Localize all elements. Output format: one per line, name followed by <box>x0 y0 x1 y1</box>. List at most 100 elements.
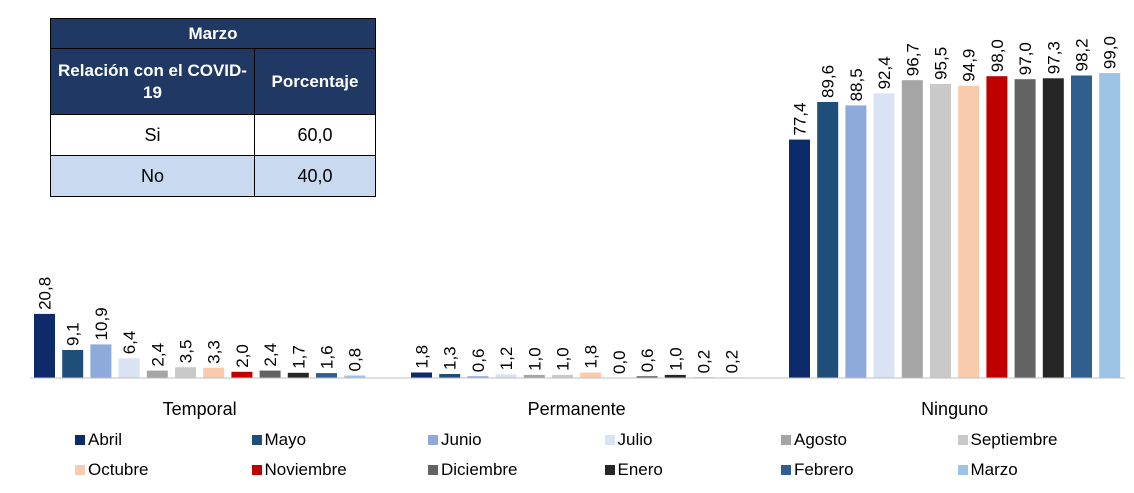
table-cell-value: 60,0 <box>254 114 376 156</box>
legend-item-diciembre: Diciembre <box>428 460 518 480</box>
legend-swatch <box>428 435 438 445</box>
table-col2-header: Porcentaje <box>254 48 376 115</box>
legend-label: Febrero <box>794 460 854 479</box>
bar-agosto-permanente <box>523 374 545 378</box>
bar-noviembre-temporal <box>231 371 253 378</box>
legend-label: Enero <box>617 460 663 479</box>
data-label: 0,2 <box>723 350 742 374</box>
bar-abril-permanente <box>411 372 432 378</box>
bar-enero-ninguno <box>1042 78 1064 379</box>
legend-swatch <box>604 435 615 445</box>
bar-mayo-permanente <box>439 374 461 378</box>
data-label: 97,3 <box>1044 41 1063 74</box>
legend-swatch <box>604 465 615 475</box>
data-label: 1,0 <box>554 347 573 371</box>
data-label: 95,5 <box>932 47 951 80</box>
data-label: 1,0 <box>525 347 544 371</box>
legend-label: Abril <box>88 430 123 449</box>
data-label: 0,8 <box>346 348 365 372</box>
legend-swatch <box>781 435 791 445</box>
data-label: 2,4 <box>261 343 280 367</box>
data-label: 98,0 <box>988 39 1007 72</box>
table-cell-value: 40,0 <box>254 155 376 197</box>
data-label: 96,7 <box>903 43 922 76</box>
bar-octubre-permanente <box>580 372 602 378</box>
legend-label: Marzo <box>970 460 1018 479</box>
data-label: 0,0 <box>610 350 629 374</box>
data-label: 97,0 <box>1016 42 1035 75</box>
data-label: 3,5 <box>177 340 196 364</box>
table-cell-label: Si <box>50 114 255 156</box>
legend-swatch <box>428 465 438 475</box>
data-label: 9,1 <box>64 322 83 346</box>
legend-swatch <box>781 465 791 475</box>
legend-label: Noviembre <box>264 460 347 479</box>
bar-diciembre-ninguno <box>1014 79 1036 378</box>
data-label: 89,6 <box>819 65 838 98</box>
category-label-temporal: Temporal <box>163 399 237 419</box>
category-label-ninguno: Ninguno <box>921 399 988 419</box>
data-label: 99,0 <box>1101 36 1120 69</box>
data-label: 6,4 <box>120 331 139 355</box>
data-label: 1,2 <box>497 347 516 371</box>
bar-junio-ninguno <box>845 105 867 379</box>
data-label: 1,0 <box>666 347 685 371</box>
bar-junio-temporal <box>90 344 112 378</box>
data-label: 0,6 <box>638 349 657 373</box>
data-label: 1,7 <box>289 345 308 369</box>
data-label: 0,2 <box>695 350 714 374</box>
legend-label: Mayo <box>264 430 307 449</box>
data-label: 77,4 <box>791 103 810 136</box>
legend-label: Septiembre <box>970 430 1058 449</box>
bar-abril-temporal <box>34 313 55 378</box>
legend-label: Agosto <box>794 430 847 449</box>
legend-label: Octubre <box>88 460 149 479</box>
data-label: 92,4 <box>875 56 894 89</box>
data-label: 1,3 <box>441 346 460 370</box>
data-label: 2,4 <box>148 343 167 367</box>
summary-table: Marzo Relación con el COVID-19 Porcentaj… <box>50 18 376 197</box>
legend-label: Julio <box>617 430 653 449</box>
bar-octubre-ninguno <box>958 85 980 378</box>
data-label: 94,9 <box>960 49 979 82</box>
data-label: 10,9 <box>92 307 111 340</box>
category-label-permanente: Permanente <box>528 399 626 419</box>
legend-label: Diciembre <box>441 460 518 479</box>
table-row: No 40,0 <box>50 155 376 197</box>
data-label: 88,5 <box>847 68 866 101</box>
data-label: 2,0 <box>233 344 252 368</box>
bar-septiembre-temporal <box>175 367 196 378</box>
data-labels-group: 20,8 9,1 10,9 6,4 2,4 3,5 3,3 2,0 2,4 1,7 1,6 0,8 1,… <box>36 36 1120 374</box>
bar-marzo-ninguno <box>1099 73 1121 378</box>
bar-diciembre-temporal <box>259 370 281 378</box>
legend-item-julio: Julio <box>604 430 653 450</box>
bar-julio-ninguno <box>873 93 895 379</box>
legend-swatch <box>957 435 968 445</box>
bar-mayo-ninguno <box>817 102 839 378</box>
legend-item-septiembre: Septiembre <box>957 430 1058 450</box>
legend-item-octubre: Octubre <box>75 460 148 480</box>
legend-item-noviembre: Noviembre <box>251 460 347 480</box>
bar-noviembre-ninguno <box>986 76 1008 378</box>
bar-octubre-temporal <box>203 367 225 378</box>
legend-swatch <box>75 465 85 475</box>
legend-item-febrero: Febrero <box>781 460 854 480</box>
legend-swatch <box>75 435 85 445</box>
bar-agosto-temporal <box>146 370 168 378</box>
table-title: Marzo <box>50 18 376 49</box>
bar-diciembre-permanente <box>636 376 658 378</box>
legend-item-enero: Enero <box>604 460 663 480</box>
bar-junio-permanente <box>467 376 489 378</box>
legend-swatch <box>957 465 968 475</box>
bar-mayo-temporal <box>62 350 84 378</box>
legend-item-abril: Abril <box>75 430 122 450</box>
legend-swatch <box>251 465 262 475</box>
bar-septiembre-permanente <box>552 374 573 378</box>
data-label: 98,2 <box>1073 38 1092 71</box>
legend-item-agosto: Agosto <box>781 430 847 450</box>
bar-septiembre-ninguno <box>930 83 951 379</box>
legend-item-marzo: Marzo <box>957 460 1018 480</box>
data-label: 1,6 <box>318 345 337 369</box>
bar-enero-temporal <box>287 372 309 378</box>
